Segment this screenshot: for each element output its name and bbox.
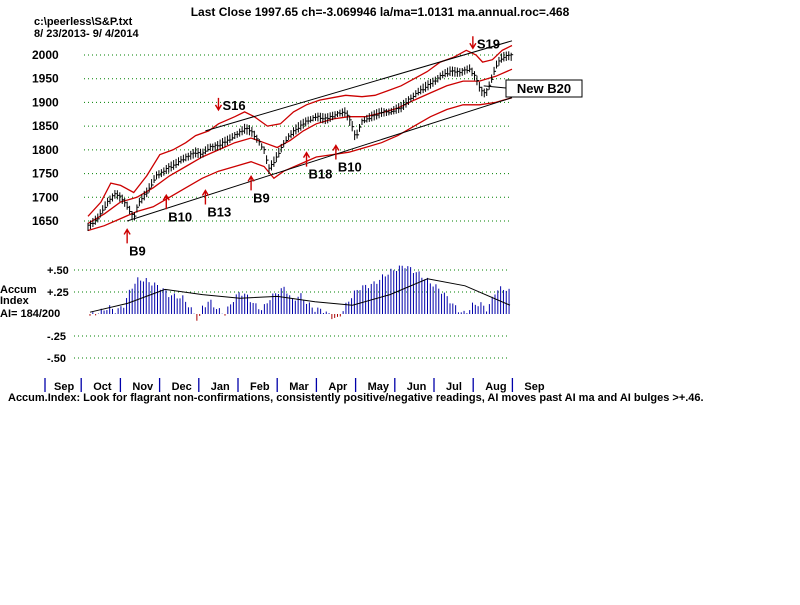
accum-y-tick-label: +.50 <box>47 265 69 277</box>
signal-leader-line <box>483 85 507 89</box>
buy-arrow <box>123 228 131 244</box>
month-label: Feb <box>250 381 270 393</box>
month-label: Oct <box>93 381 112 393</box>
signal-label: New B20 <box>517 81 571 96</box>
price-y-tick-label: 1750 <box>32 167 59 181</box>
accum-y-tick-label: -.50 <box>47 353 66 365</box>
accum-label-line2: Index <box>0 295 30 307</box>
accum-y-tick-label: -.25 <box>47 331 66 343</box>
upper-band-line <box>87 44 513 217</box>
file-name: c:\peerless\S&P.txt <box>34 16 133 28</box>
month-label: Jul <box>446 381 462 393</box>
price-y-tick-label: 2000 <box>32 48 59 62</box>
price-y-tick-label: 1800 <box>32 143 59 157</box>
month-label: Sep <box>524 381 544 393</box>
price-y-tick-label: 1900 <box>32 95 59 109</box>
month-label: Jun <box>407 381 427 393</box>
price-y-tick-label: 1650 <box>32 214 59 228</box>
price-y-tick-label: 1700 <box>32 190 59 204</box>
month-label: Dec <box>172 381 192 393</box>
price-panel: 2000 1950 1900 1850 1800 1750 1700 1650 S16 S19 B9… <box>32 36 583 258</box>
month-label: May <box>368 381 390 393</box>
lower-band-line <box>87 97 513 232</box>
accum-label-line1: Accum <box>0 284 37 296</box>
buy-arrow <box>247 174 255 191</box>
buy-arrow <box>162 193 170 210</box>
chart-title: Last Close 1997.65 ch=-3.069946 la/ma=1.… <box>191 5 570 19</box>
price-y-tick-label: 1850 <box>32 119 59 133</box>
accum-y-tick-label: +.25 <box>47 287 69 299</box>
moving-average-line <box>87 68 513 224</box>
signal-label: S16 <box>222 98 245 113</box>
price-y-tick-label: 1950 <box>32 72 59 86</box>
month-label: Jan <box>211 381 230 393</box>
upper-trendline <box>205 40 513 132</box>
buy-arrow <box>302 151 311 167</box>
accum-panel: +.50 +.25 -.25 -.50 Sep Oct Nov Dec Jan Feb Mar Apr… <box>44 265 545 393</box>
lower-trendline <box>126 97 513 222</box>
month-label: Apr <box>328 381 348 393</box>
month-label: Nov <box>132 381 154 393</box>
buy-arrow <box>332 144 340 160</box>
sell-arrow <box>469 36 477 50</box>
signal-box <box>505 79 583 98</box>
accum-ai-value: AI= 184/200 <box>0 308 60 320</box>
signal-label: B9 <box>129 243 146 258</box>
accum-ma-line <box>89 278 511 313</box>
buy-arrow <box>201 189 210 205</box>
date-range: 8/ 23/2013- 9/ 4/2014 <box>34 28 139 40</box>
month-label: Mar <box>289 381 309 393</box>
signal-label: S19 <box>477 36 500 51</box>
signal-label: B10 <box>338 159 362 174</box>
signal-label: B18 <box>309 167 333 182</box>
month-label: Sep <box>54 381 74 393</box>
footer-caption: Accum.Index: Look for flagrant non-confi… <box>8 392 704 404</box>
signal-label: B13 <box>207 205 231 220</box>
signal-label: B10 <box>168 209 192 224</box>
month-label: Aug <box>485 381 506 393</box>
sell-arrow <box>214 97 223 112</box>
signal-label: B9 <box>253 190 270 205</box>
